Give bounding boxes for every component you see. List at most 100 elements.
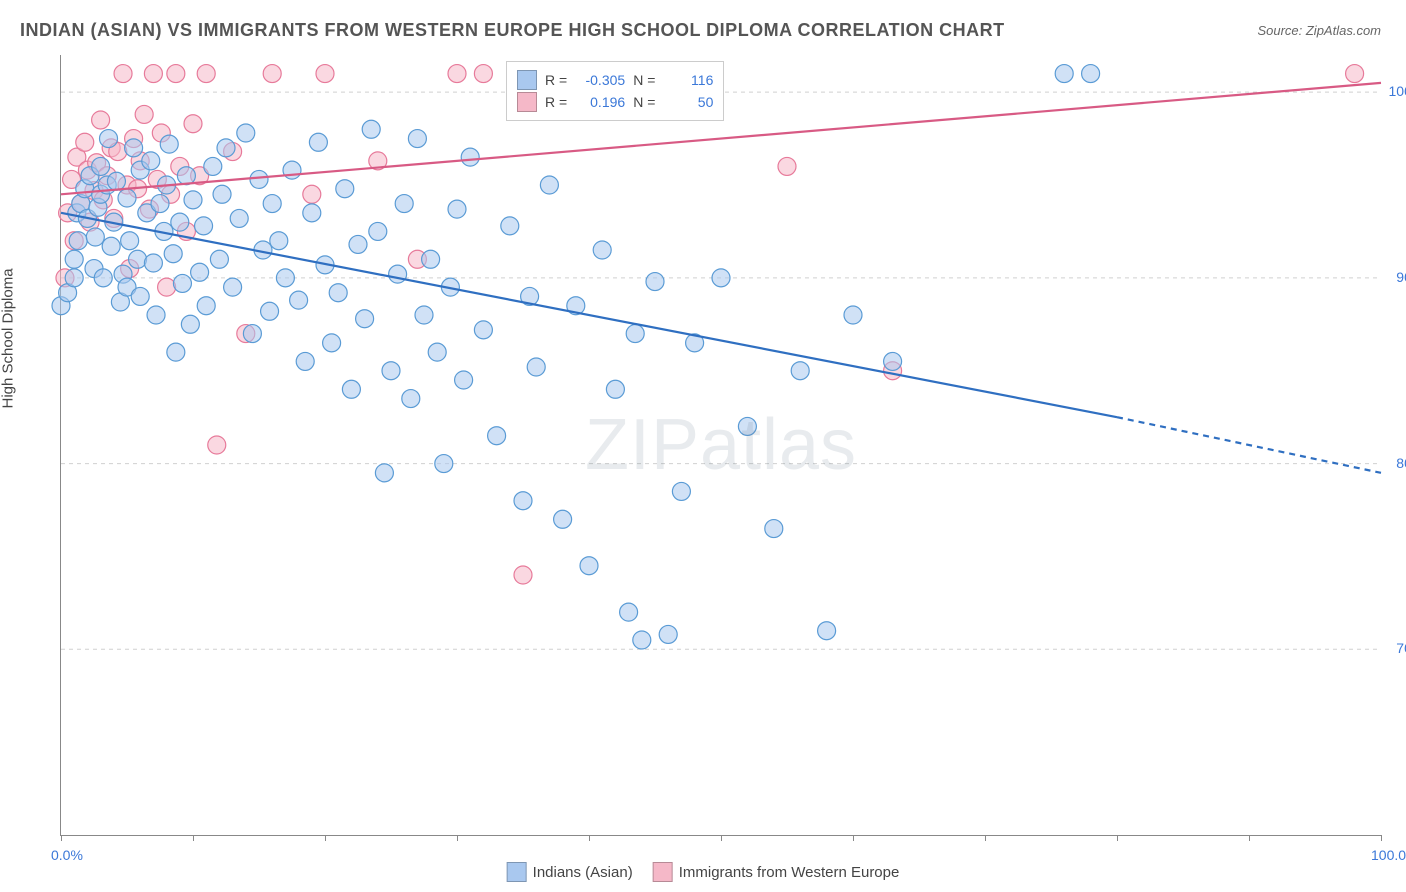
data-point xyxy=(527,358,545,376)
data-point xyxy=(818,622,836,640)
data-point xyxy=(167,343,185,361)
data-point xyxy=(369,222,387,240)
data-point xyxy=(474,65,492,83)
data-point xyxy=(160,135,178,153)
data-point xyxy=(428,343,446,361)
data-point xyxy=(712,269,730,287)
data-point xyxy=(261,302,279,320)
data-point xyxy=(422,250,440,268)
data-point xyxy=(208,436,226,454)
data-point xyxy=(197,65,215,83)
legend-label-blue: Indians (Asian) xyxy=(533,864,633,881)
data-point xyxy=(646,273,664,291)
data-point xyxy=(1082,65,1100,83)
data-point xyxy=(461,148,479,166)
data-point xyxy=(540,176,558,194)
data-point xyxy=(633,631,651,649)
data-point xyxy=(580,557,598,575)
data-point xyxy=(844,306,862,324)
data-point xyxy=(554,510,572,528)
n-value-pink: 50 xyxy=(663,94,713,110)
data-point xyxy=(144,65,162,83)
data-point xyxy=(263,65,281,83)
legend-label-pink: Immigrants from Western Europe xyxy=(679,864,900,881)
trend-line xyxy=(61,213,1117,417)
data-point xyxy=(121,232,139,250)
pink-swatch-icon xyxy=(653,862,673,882)
data-point xyxy=(177,167,195,185)
data-point xyxy=(204,157,222,175)
data-point xyxy=(415,306,433,324)
y-tick-label: 100.0% xyxy=(1389,83,1406,99)
data-point xyxy=(283,161,301,179)
data-point xyxy=(395,195,413,213)
data-point xyxy=(94,269,112,287)
legend-item-pink: Immigrants from Western Europe xyxy=(653,862,900,882)
data-point xyxy=(224,278,242,296)
y-tick-label: 80.0% xyxy=(1396,455,1406,471)
data-point xyxy=(791,362,809,380)
data-point xyxy=(488,427,506,445)
pink-swatch-icon xyxy=(517,92,537,112)
data-point xyxy=(107,172,125,190)
data-point xyxy=(76,133,94,151)
data-point xyxy=(102,237,120,255)
x-tick-label: 100.0% xyxy=(1371,847,1406,863)
data-point xyxy=(303,185,321,203)
data-point xyxy=(884,352,902,370)
data-point xyxy=(210,250,228,268)
data-point xyxy=(349,235,367,253)
data-point xyxy=(323,334,341,352)
data-point xyxy=(92,111,110,129)
data-point xyxy=(184,115,202,133)
data-point xyxy=(448,65,466,83)
stats-row-pink: R = 0.196 N = 50 xyxy=(517,92,713,112)
r-value-blue: -0.305 xyxy=(575,72,625,88)
data-point xyxy=(147,306,165,324)
data-point xyxy=(151,195,169,213)
blue-swatch-icon xyxy=(517,70,537,90)
data-point xyxy=(514,492,532,510)
data-point xyxy=(382,362,400,380)
data-point xyxy=(197,297,215,315)
data-point xyxy=(100,130,118,148)
data-point xyxy=(195,217,213,235)
stats-legend-box: R = -0.305 N = 116 R = 0.196 N = 50 xyxy=(506,61,724,121)
data-point xyxy=(191,263,209,281)
data-point xyxy=(243,325,261,343)
data-point xyxy=(626,325,644,343)
data-point xyxy=(230,209,248,227)
data-point xyxy=(362,120,380,138)
data-point xyxy=(474,321,492,339)
data-point xyxy=(65,269,83,287)
data-point xyxy=(448,200,466,218)
data-point xyxy=(435,455,453,473)
data-point xyxy=(125,139,143,157)
data-point xyxy=(593,241,611,259)
data-point xyxy=(181,315,199,333)
source-attribution: Source: ZipAtlas.com xyxy=(1257,23,1381,38)
data-point xyxy=(276,269,294,287)
data-point xyxy=(270,232,288,250)
chart-svg xyxy=(61,55,1381,835)
data-point xyxy=(114,65,132,83)
data-point xyxy=(501,217,519,235)
y-tick-label: 70.0% xyxy=(1396,640,1406,656)
data-point xyxy=(86,228,104,246)
data-point xyxy=(356,310,374,328)
y-tick-label: 90.0% xyxy=(1396,269,1406,285)
data-point xyxy=(408,130,426,148)
n-value-blue: 116 xyxy=(663,72,713,88)
data-point xyxy=(620,603,638,621)
chart-title: INDIAN (ASIAN) VS IMMIGRANTS FROM WESTER… xyxy=(20,20,1005,41)
data-point xyxy=(336,180,354,198)
data-point xyxy=(455,371,473,389)
y-axis-label: High School Diploma xyxy=(0,268,17,408)
r-value-pink: 0.196 xyxy=(575,94,625,110)
data-point xyxy=(217,139,235,157)
data-point xyxy=(65,250,83,268)
data-point xyxy=(158,278,176,296)
data-point xyxy=(606,380,624,398)
data-point xyxy=(389,265,407,283)
data-point xyxy=(237,124,255,142)
